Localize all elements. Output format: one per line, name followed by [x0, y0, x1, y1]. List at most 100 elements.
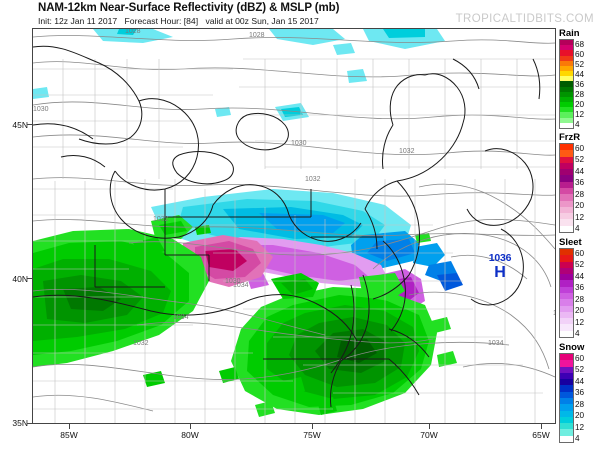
legend-tick-label: 12 — [575, 212, 585, 222]
legend-tick-label: 60 — [575, 354, 585, 363]
legend-title-frzr: FrzR — [559, 132, 581, 143]
legend-swatch — [560, 65, 573, 72]
legend-tick-label: 28 — [575, 189, 585, 199]
legend-swatch — [560, 91, 573, 97]
legend-tick-label: 12 — [575, 110, 585, 119]
legend-swatch — [560, 416, 573, 424]
legend-tick-label: 36 — [575, 388, 585, 398]
legend-swatch — [560, 372, 573, 380]
legend-swatch — [560, 360, 573, 367]
legend-tick-label: 4 — [575, 224, 580, 233]
legend-swatch — [560, 280, 573, 287]
legend-swatch — [560, 286, 573, 293]
legend-swatch — [560, 194, 573, 201]
legend-swatch — [560, 429, 573, 436]
legend-swatch — [560, 299, 573, 306]
legend-swatch — [560, 144, 573, 151]
svg-text:1032: 1032 — [305, 176, 321, 183]
lon-tick-mark-80w — [190, 424, 191, 429]
legend-tick-label: 20 — [575, 411, 585, 421]
legend-swatch — [560, 117, 573, 123]
isobar-value-labels: 1028 1028 1030 1030 1032 1032 1032 1030 … — [33, 29, 555, 347]
lat-tick-mark-45n — [27, 124, 32, 125]
svg-text:1034: 1034 — [488, 340, 504, 347]
svg-text:1034: 1034 — [233, 282, 249, 289]
legend-swatch — [560, 385, 573, 392]
legend-tick-label: 52 — [575, 155, 585, 165]
legend-tick-label: 12 — [575, 422, 585, 432]
legend-swatch — [560, 324, 573, 331]
lat-tick-mark-40n — [27, 278, 32, 279]
legend-swatch — [560, 366, 573, 373]
svg-text:1032: 1032 — [399, 148, 415, 155]
legend-body-sleet: 60 52 44 36 28 20 12 4 — [558, 248, 600, 338]
legend-swatch — [560, 45, 573, 51]
legend-tick-label: 52 — [575, 260, 585, 270]
init-time: Init: 12z Jan 11 2017 — [38, 16, 118, 26]
pressure-high-value: 1036 — [488, 252, 512, 264]
lon-tick-70w: 70W — [420, 430, 438, 440]
lon-tick-85w: 85W — [60, 430, 78, 440]
svg-text:1030: 1030 — [225, 278, 241, 285]
lat-tick-mark-35n — [27, 423, 32, 424]
legend-body-frzr: 60 52 44 36 28 20 12 4 — [558, 143, 600, 233]
legend-swatch — [560, 274, 573, 281]
map-canvas[interactable]: 1028 1028 1030 1030 1032 1032 1032 1030 … — [32, 28, 556, 424]
legend-tick-label: 44 — [575, 271, 585, 281]
map-graphics: 1028 1028 1030 1030 1032 1032 1032 1030 … — [33, 29, 555, 423]
svg-text:1032: 1032 — [153, 216, 169, 223]
legend-swatch — [560, 122, 573, 128]
legend-swatch — [560, 311, 573, 319]
svg-text:1028: 1028 — [125, 29, 141, 35]
legend-tick-label: 44 — [575, 70, 585, 79]
lat-tick-40n: 40N — [12, 274, 28, 284]
legend-tick-label: 36 — [575, 178, 585, 188]
legend-swatch — [560, 267, 573, 275]
legend-swatch — [560, 225, 573, 232]
legend-swatch — [560, 404, 573, 411]
legend-tick-label: 12 — [575, 317, 585, 327]
legend-swatch — [560, 96, 573, 103]
lon-tick-mark-65w — [541, 424, 542, 429]
legend-group-sleet: Sleet 60 52 44 36 28 20 12 4 — [558, 237, 600, 338]
legend-swatch — [560, 397, 573, 405]
legend-swatch — [560, 292, 573, 300]
legend-swatch — [560, 50, 573, 56]
lon-tick-65w: 65W — [532, 430, 550, 440]
legend-swatch — [560, 71, 573, 77]
legend-title-sleet: Sleet — [559, 237, 582, 248]
legend-swatch — [560, 181, 573, 188]
header: NAM-12km Near-Surface Reflectivity (dBZ)… — [0, 0, 600, 28]
lon-tick-mark-85w — [69, 424, 70, 429]
legend-swatch — [560, 81, 573, 87]
legend-tick-label: 20 — [575, 201, 585, 211]
precip-snow-field — [33, 29, 463, 291]
legend-swatch — [560, 318, 573, 325]
lon-tick-80w: 80W — [181, 430, 199, 440]
svg-text:1034: 1034 — [173, 314, 189, 321]
legend-swatch — [560, 213, 573, 220]
legend-swatches-rain — [559, 39, 574, 129]
legend-tick-label: 68 — [575, 40, 585, 49]
page-title: NAM-12km Near-Surface Reflectivity (dBZ)… — [38, 2, 340, 14]
pressure-high-glyph: H — [494, 263, 506, 281]
legend-swatch — [560, 150, 573, 157]
svg-text:1028: 1028 — [249, 32, 265, 39]
legend-tick-label: 60 — [575, 144, 585, 153]
legend-tick-label: 44 — [575, 166, 585, 176]
legend-swatch — [560, 169, 573, 176]
legend-tick-label: 28 — [575, 90, 585, 99]
legend-group-snow: Snow 60 52 44 36 28 20 12 4 — [558, 342, 600, 443]
legend-swatch — [560, 60, 573, 66]
legend-swatch — [560, 305, 573, 312]
legend-swatch — [560, 249, 573, 256]
site-watermark: TROPICALTIDBITS.COM — [455, 13, 594, 25]
legend-swatch — [560, 162, 573, 170]
legend-swatch — [560, 261, 573, 268]
legend-swatch — [560, 76, 573, 82]
legend-swatch — [560, 206, 573, 214]
legend-swatch — [560, 112, 573, 118]
legend-tick-label: 4 — [575, 329, 580, 338]
legend-swatches-sleet — [559, 248, 574, 338]
legend-tick-label: 36 — [575, 283, 585, 293]
